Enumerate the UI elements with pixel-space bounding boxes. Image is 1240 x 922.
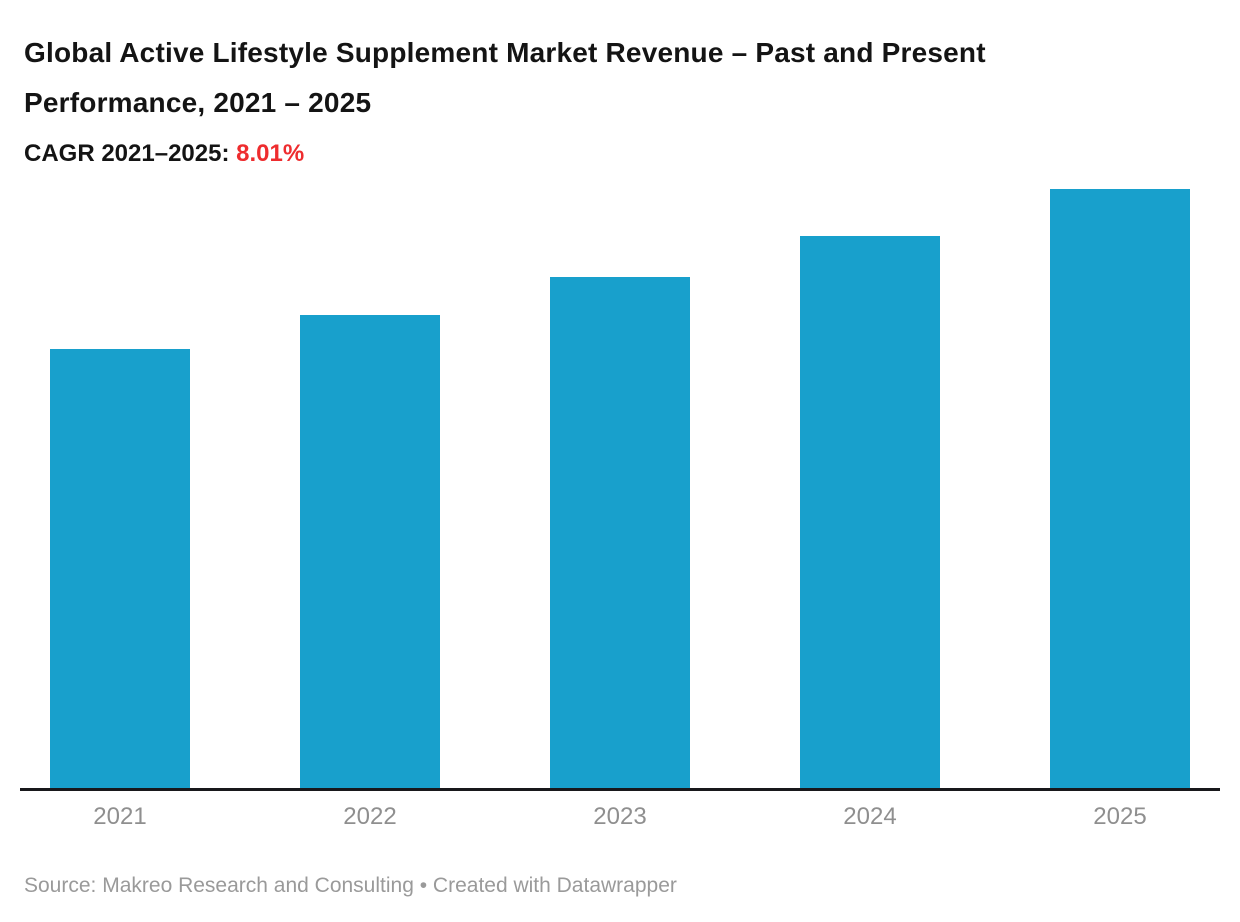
- bar-2023[interactable]: [550, 277, 690, 788]
- x-axis-label-2022: 2022: [343, 803, 397, 830]
- bar-2022[interactable]: [300, 315, 440, 788]
- chart-title: Global Active Lifestyle Supplement Marke…: [24, 37, 986, 118]
- cagr-line: CAGR 2021–2025: 8.01%: [24, 139, 304, 169]
- bar-chart-plot-area: [20, 170, 1220, 791]
- bars: [20, 170, 1220, 788]
- x-axis-label-2024: 2024: [843, 803, 897, 830]
- source-name: Makreo Research and Consulting: [102, 874, 414, 897]
- footer: Source: Makreo Research and Consulting •…: [24, 872, 677, 900]
- x-axis-labels: 2021 2022 2023 2024 2025: [20, 802, 1220, 832]
- x-axis-label-2021: 2021: [93, 803, 147, 830]
- datawrapper-attribution: Created with Datawrapper: [432, 874, 677, 897]
- source-prefix: Source:: [24, 874, 103, 897]
- cagr-value: 8.01%: [236, 140, 305, 167]
- bar-2024[interactable]: [800, 236, 940, 788]
- bar-2021[interactable]: [50, 349, 190, 788]
- x-axis-label-2025: 2025: [1093, 803, 1147, 830]
- bar-2025[interactable]: [1050, 189, 1190, 788]
- footer-separator: •: [413, 874, 433, 897]
- x-axis-label-2023: 2023: [593, 803, 647, 830]
- cagr-label: CAGR 2021–2025:: [24, 140, 237, 167]
